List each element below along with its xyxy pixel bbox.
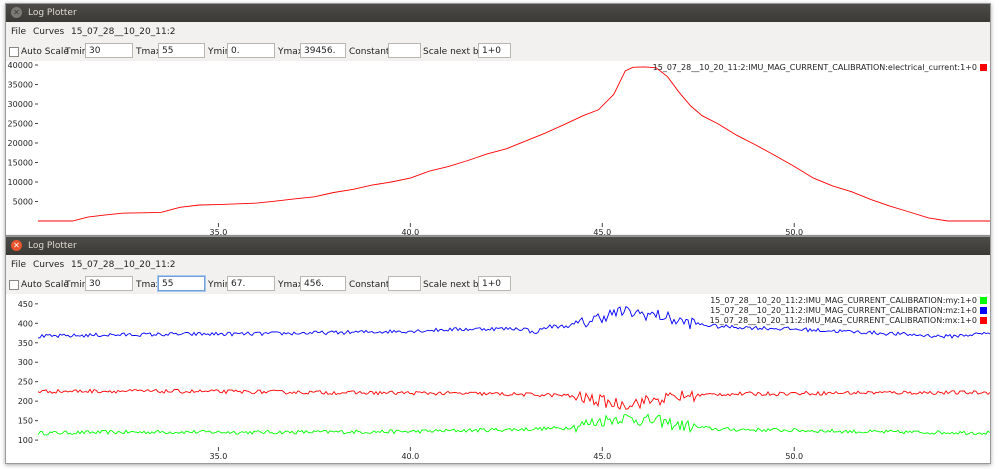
y-tick-label: 200	[18, 397, 33, 406]
autoscale-checkbox[interactable]	[9, 47, 19, 57]
y-tick-label: 450	[18, 300, 33, 309]
ymax-input[interactable]: 456.	[300, 276, 346, 291]
menu-log-name[interactable]: 15_07_28__10_20_11:2	[71, 260, 176, 270]
tmin-input[interactable]: 30	[85, 276, 133, 291]
tmax-label: Tmax	[136, 280, 162, 290]
autoscale-label: Auto Scale	[21, 280, 69, 290]
window-title: Log Plotter	[28, 241, 77, 251]
y-tick-label: 20000	[8, 139, 33, 148]
line-chart: 5000 10000 15000 20000 25000 30000 35000 40000 3…	[8, 61, 990, 235]
tmax-input[interactable]: 55	[158, 43, 205, 58]
scale-input[interactable]: 1+0	[478, 276, 511, 291]
scale-label: Scale next by	[423, 280, 484, 290]
legend-swatch	[980, 64, 987, 71]
x-tick-label: 50.0	[785, 452, 803, 461]
y-tick-label: 25000	[8, 120, 33, 129]
y-tick-label: 100	[18, 436, 33, 445]
menu-file[interactable]: File	[11, 260, 27, 270]
toolbar: Auto Scale Tmin 30 Tmax 55 Ymin 0. Ymax …	[6, 41, 990, 61]
title-bar[interactable]: ✕ Log Plotter	[6, 4, 990, 22]
legend-swatch	[980, 317, 987, 324]
scale-label: Scale next by	[423, 47, 484, 57]
legend-label: 15_07_28__10_20_11:2:IMU_MAG_CURRENT_CAL…	[652, 63, 977, 72]
tmin-input[interactable]: 30	[85, 43, 133, 58]
menu-curves[interactable]: Curves	[33, 27, 65, 37]
menu-file[interactable]: File	[11, 27, 27, 37]
legend-entry: 15_07_28__10_20_11:2:IMU_MAG_CURRENT_CAL…	[710, 296, 987, 306]
legend-swatch	[980, 297, 987, 304]
close-icon[interactable]: ✕	[11, 240, 22, 251]
constant-label: Constant:	[349, 280, 393, 290]
ymin-label: Ymin	[208, 47, 231, 57]
ymin-input[interactable]: 67.	[227, 276, 275, 291]
toolbar: Auto Scale Tmin 30 Tmax 55 Ymin 67. Ymax…	[6, 274, 990, 294]
legend: 15_07_28__10_20_11:2:IMU_MAG_CURRENT_CAL…	[710, 296, 987, 326]
legend-entry: 15_07_28__10_20_11:2:IMU_MAG_CURRENT_CAL…	[653, 63, 987, 73]
ymax-label: Ymax	[278, 47, 304, 57]
autoscale-label: Auto Scale	[21, 47, 69, 57]
series-line	[37, 305, 990, 339]
tmin-label: Tmin	[65, 47, 88, 57]
y-tick-label: 5000	[13, 198, 33, 207]
close-icon[interactable]: ✕	[11, 7, 22, 18]
x-tick-label: 45.0	[593, 452, 611, 461]
y-tick-label: 150	[18, 417, 33, 426]
constant-input[interactable]	[388, 276, 421, 291]
x-tick-label: 35.0	[210, 228, 228, 235]
log-plotter-window-2: ✕ Log Plotter File Curves 15_07_28__10_2…	[5, 236, 991, 464]
legend-label: 15_07_28__10_20_11:2:IMU_MAG_CURRENT_CAL…	[710, 306, 977, 315]
title-bar[interactable]: ✕ Log Plotter	[6, 237, 990, 255]
legend-swatch	[980, 307, 987, 314]
menu-log-name[interactable]: 15_07_28__10_20_11:2	[71, 27, 176, 37]
tmax-label: Tmax	[136, 47, 162, 57]
constant-input[interactable]	[388, 43, 421, 58]
tmin-label: Tmin	[65, 280, 88, 290]
y-tick-label: 10000	[8, 178, 33, 187]
ymin-label: Ymin	[208, 280, 231, 290]
log-plotter-window-1: ✕ Log Plotter File Curves 15_07_28__10_2…	[5, 3, 991, 236]
y-tick-label: 30000	[8, 100, 33, 109]
x-tick-label: 50.0	[785, 228, 803, 235]
legend-entry: 15_07_28__10_20_11:2:IMU_MAG_CURRENT_CAL…	[710, 316, 987, 326]
constant-label: Constant:	[349, 47, 393, 57]
window-title: Log Plotter	[28, 8, 77, 18]
menu-curves[interactable]: Curves	[33, 260, 65, 270]
scale-input[interactable]: 1+0	[478, 43, 511, 58]
menu-bar: File Curves 15_07_28__10_20_11:2	[6, 23, 990, 41]
x-tick-label: 45.0	[593, 228, 611, 235]
x-tick-label: 35.0	[210, 452, 228, 461]
series-line	[37, 388, 990, 410]
y-tick-label: 15000	[8, 159, 33, 168]
legend-label: 15_07_28__10_20_11:2:IMU_MAG_CURRENT_CAL…	[709, 316, 977, 325]
x-tick-label: 40.0	[401, 452, 419, 461]
y-tick-label: 40000	[8, 61, 33, 70]
x-tick-label: 40.0	[401, 228, 419, 235]
y-tick-label: 250	[18, 378, 33, 387]
y-tick-label: 400	[18, 319, 33, 328]
menu-bar: File Curves 15_07_28__10_20_11:2	[6, 256, 990, 274]
line-chart: 100 150 200 250 300 350 400 450 35.0 40.0 45.0 50.0	[18, 300, 990, 461]
legend-entry: 15_07_28__10_20_11:2:IMU_MAG_CURRENT_CAL…	[710, 306, 987, 316]
ymin-input[interactable]: 0.	[227, 43, 275, 58]
plot-area[interactable]: 100 150 200 250 300 350 400 450 35.0 40.0 45.0 50.0…	[6, 294, 990, 463]
series-line	[37, 413, 990, 436]
legend-label: 15_07_28__10_20_11:2:IMU_MAG_CURRENT_CAL…	[710, 296, 977, 305]
series-line	[38, 66, 990, 222]
plot-area[interactable]: 5000 10000 15000 20000 25000 30000 35000 40000 3…	[6, 61, 990, 235]
y-tick-label: 35000	[8, 81, 33, 90]
tmax-input[interactable]: 55	[158, 276, 205, 291]
y-tick-label: 350	[18, 339, 33, 348]
y-tick-label: 300	[18, 358, 33, 367]
legend: 15_07_28__10_20_11:2:IMU_MAG_CURRENT_CAL…	[653, 63, 987, 73]
ymax-input[interactable]: 39456.	[300, 43, 346, 58]
autoscale-checkbox[interactable]	[9, 280, 19, 290]
ymax-label: Ymax	[278, 280, 304, 290]
